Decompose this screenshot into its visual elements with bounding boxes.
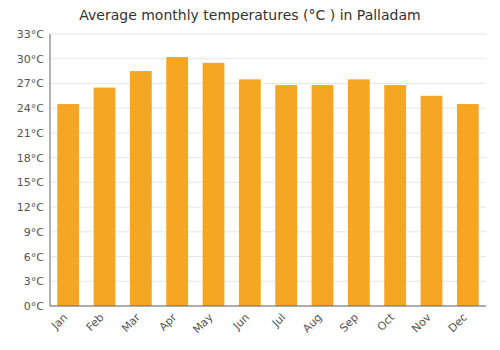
bar (384, 85, 406, 306)
bar (275, 85, 297, 306)
y-tick-label: 0°C (24, 300, 44, 313)
y-tick-label: 21°C (17, 127, 44, 140)
y-tick-label: 33°C (17, 28, 44, 41)
x-tick-label: Apr (157, 311, 180, 334)
chart: Average monthly temperatures (°C ) in Pa… (0, 0, 500, 350)
grid-line (50, 83, 486, 84)
y-tick-label: 24°C (17, 102, 44, 115)
y-tick-label: 6°C (24, 251, 44, 264)
grid-line (50, 34, 486, 35)
bar (348, 79, 370, 306)
grid-line (50, 58, 486, 59)
bar (166, 57, 188, 306)
x-tick-label: Jul (269, 311, 288, 330)
bar (457, 104, 479, 306)
x-tick-label: Aug (300, 311, 324, 335)
y-tick-label: 12°C (17, 201, 44, 214)
grid-line (50, 306, 486, 307)
x-tick-label: Jun (230, 311, 252, 333)
bar (203, 63, 225, 306)
x-tick-label: Nov (409, 311, 434, 336)
bars (57, 57, 478, 306)
y-tick-label: 18°C (17, 152, 44, 165)
y-tick-label: 15°C (17, 176, 44, 189)
y-tick-label: 27°C (17, 77, 44, 90)
y-tick-label: 9°C (24, 226, 44, 239)
x-tick-label: Dec (446, 311, 470, 335)
y-tick-label: 30°C (17, 53, 44, 66)
chart-container: Average monthly temperatures (°C ) in Pa… (0, 0, 500, 350)
x-tick-label: Feb (84, 311, 107, 334)
bar (94, 88, 116, 306)
x-tick-label: Jan (48, 311, 70, 333)
y-tick-label: 3°C (24, 275, 44, 288)
y-grid (50, 34, 486, 306)
x-tick-label: May (190, 311, 216, 337)
bar (421, 96, 443, 306)
x-tick-label: Mar (119, 311, 143, 335)
title: Average monthly temperatures (°C ) in Pa… (79, 7, 420, 23)
x-tick-label: Sep (337, 311, 361, 335)
bar (57, 104, 79, 306)
x-axis-line (50, 306, 486, 307)
y-axis-line (50, 34, 51, 306)
bar (239, 79, 261, 306)
bar (312, 85, 334, 306)
bar (130, 71, 152, 306)
x-tick-label: Oct (375, 310, 398, 333)
